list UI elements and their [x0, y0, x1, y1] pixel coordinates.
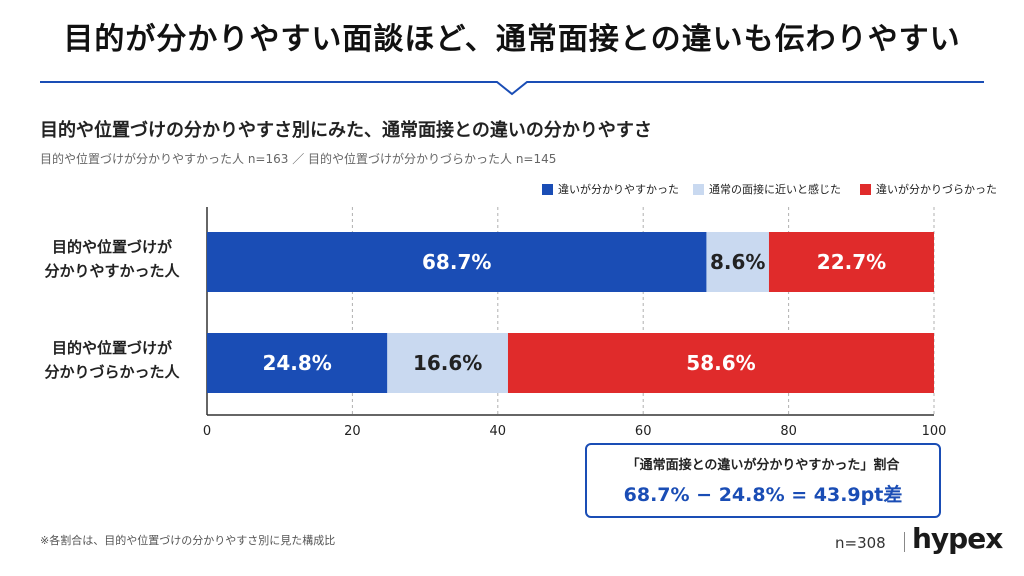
bar-segment: [207, 232, 707, 292]
legend-item-hard: 違いが分かりづらかった: [860, 181, 997, 197]
stacked-bar-chart: 0 20 40 60 80 100 68.7% 8.6% 22.7% 目的や位置づけが分かりやすか…: [44, 207, 947, 439]
bar-segment: [387, 333, 508, 393]
brand-logo: hypex: [912, 522, 1003, 555]
legend-label: 違いが分かりづらかった: [876, 183, 997, 196]
bar-segment: [507, 333, 934, 393]
legend-swatch: [860, 183, 871, 195]
footnote: ※各割合は、目的や位置づけの分かりやすさ別に見た構成比: [40, 534, 336, 547]
legend-item-easy: 違いが分かりやすかった: [542, 181, 679, 197]
x-tick-label: 40: [490, 424, 507, 439]
x-tick-label: 20: [344, 424, 361, 439]
legend-label: 通常の面接に近いと感じた: [709, 183, 841, 196]
x-tick-label: 0: [203, 424, 211, 439]
x-tick-label: 60: [635, 424, 652, 439]
x-tick-label: 80: [780, 424, 797, 439]
bar-value-label: 16.6%: [413, 351, 482, 375]
bar-value-label: 68.7%: [422, 250, 491, 274]
bar-value-label: 58.6%: [686, 351, 755, 375]
bar-value-label: 22.7%: [817, 250, 886, 274]
category-label: 目的や位置づけが: [52, 339, 173, 357]
headline-divider: [40, 81, 984, 96]
callout-formula: 68.7% − 24.8% = 43.9pt差: [623, 484, 903, 506]
bar-segment: [207, 333, 388, 393]
chart-title: 目的や位置づけの分かりやすさ別にみた、通常面接との違いの分かりやすさ: [40, 120, 652, 141]
legend-swatch: [693, 183, 704, 195]
category-label: 分かりづらかった人: [44, 363, 180, 381]
bar-value-label: 8.6%: [710, 250, 765, 274]
bar-value-label: 24.8%: [262, 351, 331, 375]
chart-subtitle: 目的や位置づけが分かりやすかった人 n=163 ／ 目的や位置づけが分かりづらか…: [40, 152, 557, 166]
legend-swatch: [542, 183, 553, 195]
x-tick-label: 100: [922, 424, 947, 439]
difference-callout: 「通常面接との違いが分かりやすかった」割合 68.7% − 24.8% = 43…: [585, 443, 941, 518]
callout-title: 「通常面接との違いが分かりやすかった」割合: [626, 458, 900, 473]
brand-separator: [904, 532, 905, 552]
category-label: 目的や位置づけが: [52, 238, 173, 256]
legend-label: 違いが分かりやすかった: [558, 183, 679, 196]
category-label: 分かりやすかった人: [44, 262, 180, 280]
bar-segment: [706, 232, 769, 292]
page-headline: 目的が分かりやすい面談ほど、通常面接との違いも伝わりやすい: [63, 22, 961, 57]
sample-size: n=308: [835, 534, 886, 552]
legend-item-similar: 通常の面接に近いと感じた: [693, 181, 841, 197]
bar-segment: [768, 232, 934, 292]
chart-legend: 違いが分かりやすかった 通常の面接に近いと感じた 違いが分かりづらかった: [0, 181, 1024, 197]
